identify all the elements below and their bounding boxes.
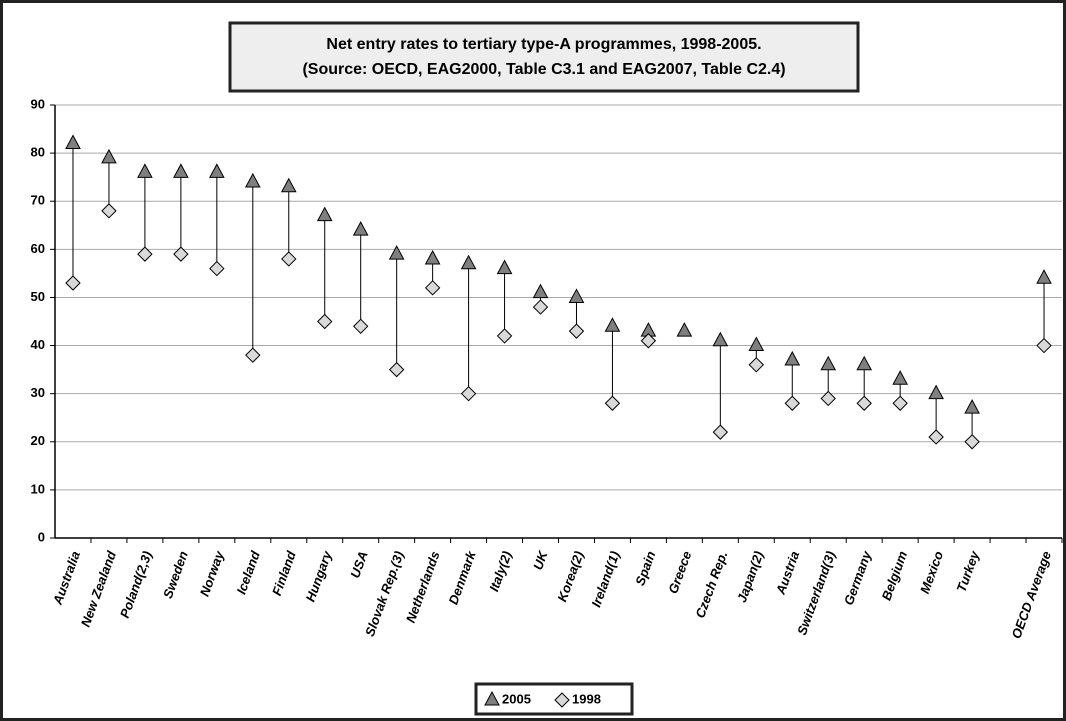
diamond-marker xyxy=(65,275,81,291)
triangle-marker xyxy=(568,288,585,303)
diamond-marker xyxy=(964,434,980,450)
triangle-marker xyxy=(676,322,693,337)
triangle-marker xyxy=(820,355,837,371)
triangle-marker xyxy=(101,148,117,164)
triangle-marker xyxy=(388,245,405,260)
y-tick-label: 60 xyxy=(31,241,45,256)
y-tick-label: 20 xyxy=(31,433,45,448)
triangle-marker xyxy=(65,134,81,149)
triangle-marker xyxy=(784,350,801,366)
triangle-marker xyxy=(856,355,873,371)
diamond-marker xyxy=(712,424,729,440)
triangle-marker xyxy=(173,163,189,178)
triangle-marker xyxy=(496,259,513,275)
triangle-marker xyxy=(244,172,261,188)
y-tick-label: 70 xyxy=(31,193,45,208)
y-tick-label: 10 xyxy=(31,481,45,496)
diamond-marker xyxy=(640,333,657,349)
diamond-marker xyxy=(101,203,117,219)
legend-label: 1998 xyxy=(572,691,601,706)
triangle-marker xyxy=(460,254,477,270)
diamond-marker xyxy=(748,357,765,373)
y-tick-label: 40 xyxy=(31,337,45,352)
diamond-marker xyxy=(784,395,800,411)
diamond-marker xyxy=(460,385,477,402)
triangle-marker xyxy=(1036,269,1052,284)
triangle-marker xyxy=(280,177,297,193)
diamond-marker xyxy=(604,395,621,411)
diamond-marker xyxy=(352,318,369,335)
legend-marker xyxy=(554,692,570,708)
chart-title: Net entry rates to tertiary type-A progr… xyxy=(326,36,761,53)
diamond-marker xyxy=(209,260,225,277)
diamond-marker xyxy=(820,390,836,407)
diamond-marker xyxy=(856,395,872,411)
diamond-marker xyxy=(137,246,153,262)
triangle-marker xyxy=(209,163,225,178)
diamond-marker xyxy=(496,328,513,344)
triangle-marker xyxy=(748,336,765,352)
diamond-marker xyxy=(1036,337,1052,354)
triangle-marker xyxy=(928,384,944,400)
y-tick-label: 80 xyxy=(31,145,45,160)
diamond-marker xyxy=(245,347,261,363)
triangle-marker xyxy=(424,249,441,265)
diamond-marker xyxy=(281,251,297,267)
legend-label: 2005 xyxy=(502,691,531,706)
diamond-marker xyxy=(928,429,944,445)
triangle-marker xyxy=(964,399,980,414)
legend-marker xyxy=(484,690,500,706)
diamond-marker xyxy=(173,246,189,262)
triangle-marker xyxy=(892,370,908,385)
diamond-marker xyxy=(892,395,908,411)
triangle-marker xyxy=(604,317,621,332)
diamond-marker xyxy=(388,361,405,378)
triangle-marker xyxy=(712,331,729,347)
x-tick-label: UK xyxy=(530,548,551,572)
title-box xyxy=(228,21,860,93)
diamond-marker xyxy=(424,280,441,296)
y-tick-label: 30 xyxy=(31,385,45,400)
diamond-marker xyxy=(568,323,585,339)
triangle-marker xyxy=(137,163,153,178)
triangle-marker xyxy=(316,206,333,222)
legend-box xyxy=(474,682,634,716)
y-tick-label: 90 xyxy=(31,96,45,111)
diamond-marker xyxy=(317,313,333,330)
chart-subtitle: (Source: OECD, EAG2000, Table C3.1 and E… xyxy=(302,61,785,78)
legend: 2005 1998 xyxy=(484,690,601,708)
diamond-marker xyxy=(532,299,549,315)
y-tick-label: 50 xyxy=(31,289,45,304)
triangle-marker xyxy=(532,283,549,299)
y-tick-label: 0 xyxy=(38,529,45,544)
triangle-marker xyxy=(352,221,369,236)
